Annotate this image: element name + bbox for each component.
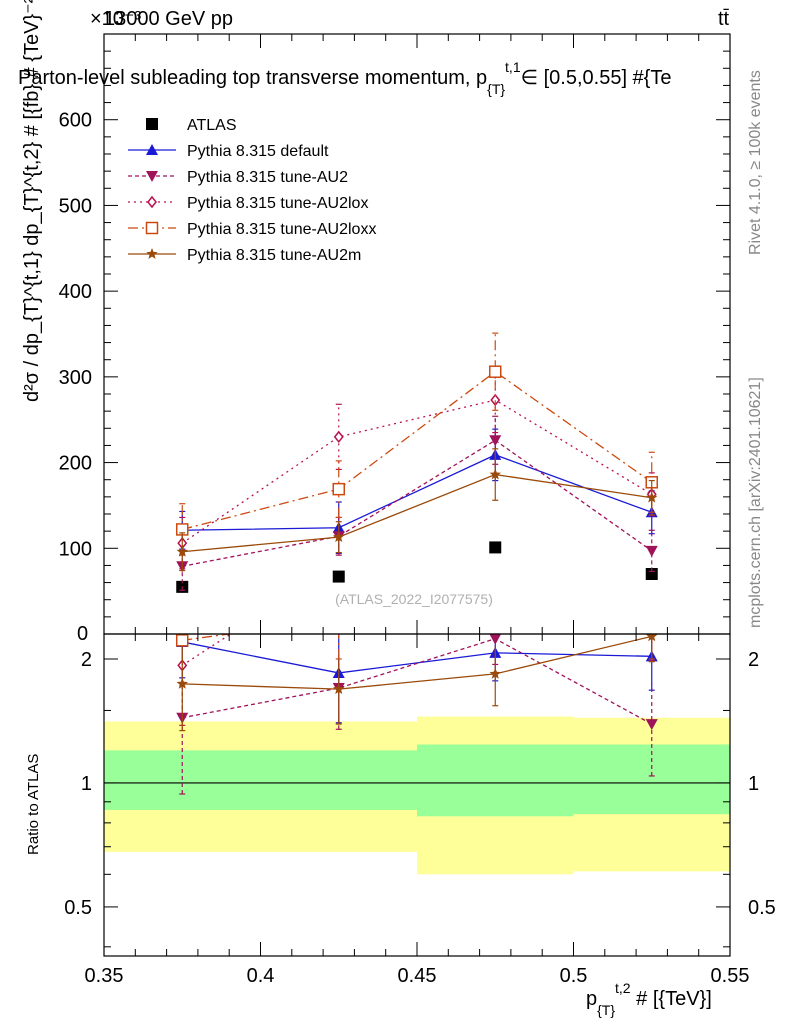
point-AU2loxx [489,365,502,378]
series-line-AU2lox [181,399,653,544]
series-line-AU2loxx [182,370,653,531]
ratio-point-AU2m [333,683,345,694]
legend-label-atlas: ATLAS [187,117,237,134]
x-label-tail: # [{TeV}] [631,988,712,1010]
point-AU2lox [333,430,344,444]
point-AU2 [645,545,658,557]
band-inner [573,744,730,815]
ratio-point-AU2lox [335,559,343,569]
ytick-label: 500 [59,195,92,217]
ratio-point-AU2m [646,634,658,642]
ratio-point-AU2loxx [646,614,657,625]
legend-label-AU2loxx: Pythia 8.315 tune-AU2loxx [187,221,376,238]
series-line-AU2 [182,439,653,567]
point-AU2m [489,468,501,480]
y-axis-label: d²σ / dp_{T}^{t,1} dp_{T}^{t,2} # [{fb} … [21,0,43,402]
legend-label-AU2m: Pythia 8.315 tune-AU2m [187,247,361,264]
title-main: Parton-level subleading top transverse m… [18,67,487,89]
ratio-point-AU2 [489,634,502,645]
title-sup: t,1 [505,59,521,75]
ytick-label: 600 [59,110,92,132]
point-AU2m [176,545,188,557]
upper-series-group [176,332,658,593]
xtick-label: 0.5 [560,965,588,987]
x-label-main: p [586,988,597,1010]
legend-label-AU2lox: Pythia 8.315 tune-AU2lox [187,195,368,212]
band-inner [417,744,574,817]
ytick-label-zero: 0 [77,623,88,645]
legend-label-AU2: Pythia 8.315 tune-AU2 [187,169,348,186]
plot-title: Parton-level subleading top transverse m… [18,59,671,97]
legend-marker-default [146,144,158,155]
point-AU2loxx [332,482,345,496]
title-tail: ∈ [0.5,0.55] #{Te [521,67,672,89]
upper-panel: ATLAS Pythia 8.315 default Pythia 8.315 tu… [18,0,731,645]
ratio-line-AU2m [182,635,652,690]
ratio-ytick-label-right: 1 [748,773,759,795]
ytick-label: 300 [59,367,92,389]
ytick-label: 100 [59,538,92,560]
ratio-point-AU2m [489,667,501,679]
point-atlas [489,541,502,554]
ratio-y-axis-label: Ratio to ATLAS [25,754,42,855]
series-line-default [182,454,652,531]
point-atlas [332,570,345,583]
process-label: tt̄ [718,8,730,30]
legend-marker-AU2loxx [145,221,159,235]
point-AU2m [646,491,658,503]
beam-label: 13000 GeV pp [104,8,233,30]
rivet-label: Rivet 4.1.0, ≥ 100k events [747,70,764,255]
legend-marker-AU2 [146,171,158,182]
x-label-sup: t,2 [615,980,631,996]
legend-marker-atlas [146,118,158,130]
ytick-label: 200 [59,453,92,475]
ratio-ytick-label-right: 0.5 [748,897,776,919]
x-axis-label: p{T}t,2 # [{TeV}] [586,980,712,1018]
ratio-point-AU2loxx [176,634,189,647]
exponent-label: ×10⁻³ [90,8,142,30]
legend-marker-AU2m [146,248,158,259]
title-sub: {T} [487,81,505,97]
ratio-line-AU2 [182,638,653,725]
ratio-point-AU2loxx [333,614,344,625]
ratio-ytick-label-left: 0.5 [64,897,92,919]
ratio-ytick-label-left: 2 [81,649,92,671]
ratio-panel: 0.5 0.5 1 1 2 2 0.35 0.4 0.45 0.5 0.55 Ratio to ATL… [25,559,776,1018]
ratio-ytick-label-left: 1 [81,773,92,795]
xtick-label: 0.35 [85,965,124,987]
legend-label-default: Pythia 8.315 default [187,143,329,160]
band-inner [104,750,417,810]
point-AU2m [333,531,345,542]
xtick-label: 0.4 [247,965,275,987]
ratio-point-AU2m [176,677,188,689]
x-label-sub: {T} [597,1002,615,1018]
point-AU2 [489,435,502,447]
ratio-point-AU2 [645,719,658,731]
xtick-label: 0.55 [711,965,750,987]
ytick-label: 400 [59,281,92,303]
watermark: (ATLAS_2022_I2077575) [335,591,493,607]
ratio-ytick-label-right: 2 [748,649,759,671]
legend-marker-AU2lox [147,195,157,209]
series-line-AU2m [182,473,652,553]
mcplots-label: mcplots.cern.ch [arXiv:2401.10621] [747,377,764,628]
ratio-line-AU2lox [181,634,232,666]
xtick-label: 0.45 [398,965,437,987]
ratio-series-group [176,559,658,795]
